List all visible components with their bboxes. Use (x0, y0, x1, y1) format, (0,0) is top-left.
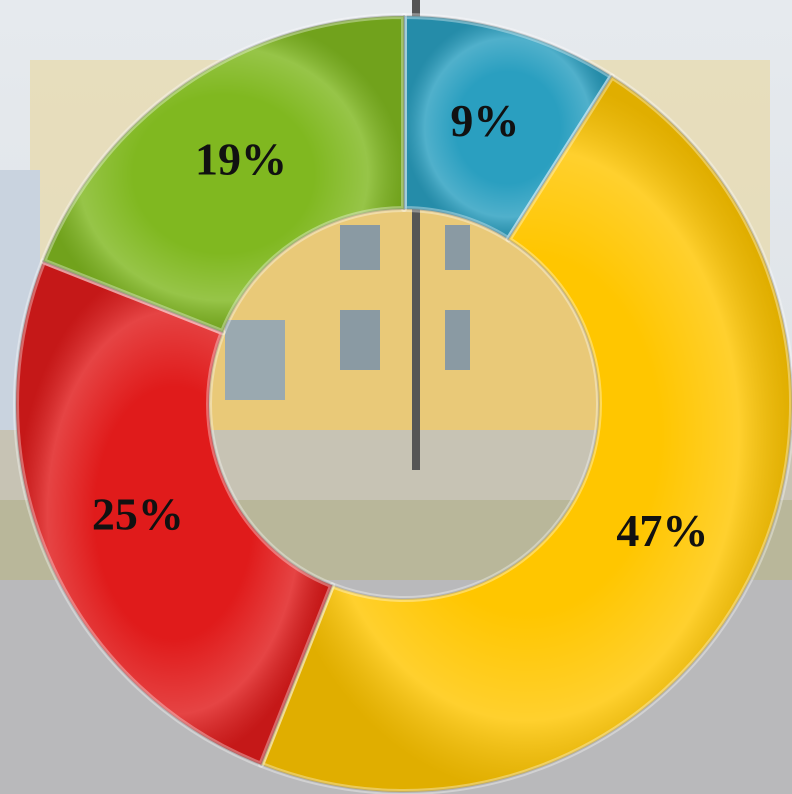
page: 9%47%25%19% (() => { const data = JSON.p… (0, 0, 792, 794)
chart: 9% 47% 25% 19% (0, 0, 792, 794)
value-label: 25% (92, 489, 184, 540)
value-label: 47% (616, 505, 708, 556)
value-label: 19% (195, 134, 287, 185)
value-label: 9% (450, 95, 519, 146)
